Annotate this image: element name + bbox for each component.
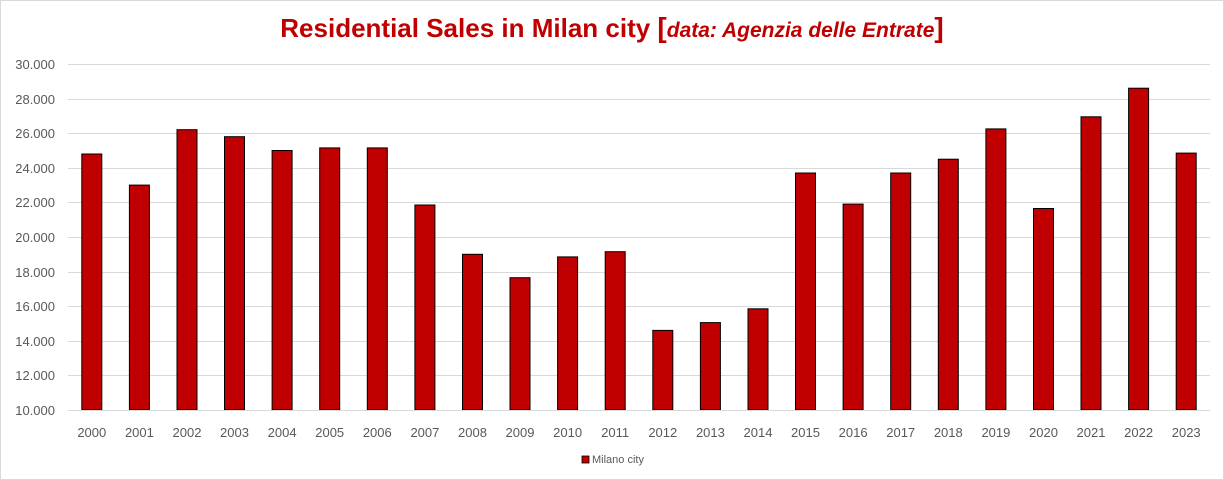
bar: [699, 322, 721, 411]
bar: [366, 147, 388, 411]
x-axis-ticks: 2000 2001 2002 2003 2004 2005 2006 2007 2008 2009…: [77, 425, 1200, 440]
y-tick-label: 14.000: [15, 334, 55, 349]
y-tick-label: 22.000: [15, 195, 55, 210]
bar: [1128, 87, 1150, 411]
bar: [128, 184, 150, 411]
bar: [747, 308, 769, 411]
bar: [176, 129, 198, 411]
x-tick-label: 2021: [1077, 425, 1106, 440]
x-tick-label: 2014: [744, 425, 773, 440]
bar: [795, 172, 816, 411]
x-tick-label: 2003: [220, 425, 249, 440]
x-tick-label: 2018: [934, 425, 963, 440]
bar: [1175, 152, 1197, 411]
x-tick-label: 2004: [268, 425, 297, 440]
y-tick-label: 10.000: [15, 403, 55, 418]
x-tick-label: 2011: [601, 425, 629, 440]
y-axis-ticks: 10.000 12.000 14.000 16.000 18.000 20.000 22.0…: [15, 57, 55, 418]
bar: [1080, 116, 1102, 411]
bar: [652, 329, 674, 411]
bar: [319, 147, 341, 411]
chart-title-main: Residential Sales in Milan city: [280, 13, 651, 43]
bar: [937, 158, 959, 411]
bar: [604, 251, 626, 411]
bar: [1033, 208, 1054, 411]
x-tick-label: 2017: [886, 425, 915, 440]
bar: [271, 150, 293, 411]
x-tick-label: 2009: [506, 425, 535, 440]
gridlines: [68, 64, 1210, 376]
bar: [224, 136, 245, 411]
x-tick-label: 2022: [1124, 425, 1153, 440]
chart-title-close-bracket: ]: [934, 12, 944, 43]
x-tick-label: 2023: [1172, 425, 1201, 440]
bar: [509, 277, 531, 411]
x-tick-label: 2005: [315, 425, 344, 440]
y-tick-label: 18.000: [15, 265, 55, 280]
y-tick-label: 16.000: [15, 299, 55, 314]
x-tick-label: 2001: [125, 425, 154, 440]
x-tick-label: 2020: [1029, 425, 1058, 440]
bar: [414, 204, 436, 411]
chart-title-open-bracket: [: [657, 12, 667, 43]
bar: [557, 256, 579, 411]
x-tick-label: 2012: [648, 425, 677, 440]
x-tick-label: 2002: [173, 425, 202, 440]
x-tick-label: 2000: [77, 425, 106, 440]
bar: [842, 203, 864, 411]
x-tick-label: 2010: [553, 425, 582, 440]
bar: [462, 253, 483, 411]
bar: [985, 128, 1007, 411]
y-tick-label: 12.000: [15, 368, 55, 383]
y-tick-label: 24.000: [15, 161, 55, 176]
x-tick-label: 2008: [458, 425, 487, 440]
bar: [890, 172, 912, 411]
y-tick-label: 26.000: [15, 126, 55, 141]
chart-title: Residential Sales in Milan city [data: A…: [0, 12, 1224, 44]
x-tick-label: 2006: [363, 425, 392, 440]
x-tick-label: 2015: [791, 425, 820, 440]
x-tick-label: 2016: [839, 425, 868, 440]
y-tick-label: 30.000: [15, 57, 55, 72]
y-tick-label: 28.000: [15, 92, 55, 107]
y-tick-label: 20.000: [15, 230, 55, 245]
bar: [81, 153, 103, 411]
x-tick-label: 2019: [981, 425, 1010, 440]
legend: Milano city: [581, 454, 644, 466]
legend-swatch: [581, 455, 590, 464]
chart-title-source: data: Agenzia delle Entrate: [666, 19, 935, 42]
x-tick-label: 2007: [410, 425, 439, 440]
bars: [81, 87, 1197, 411]
x-tick-label: 2013: [696, 425, 725, 440]
legend-label: Milano city: [592, 454, 644, 466]
